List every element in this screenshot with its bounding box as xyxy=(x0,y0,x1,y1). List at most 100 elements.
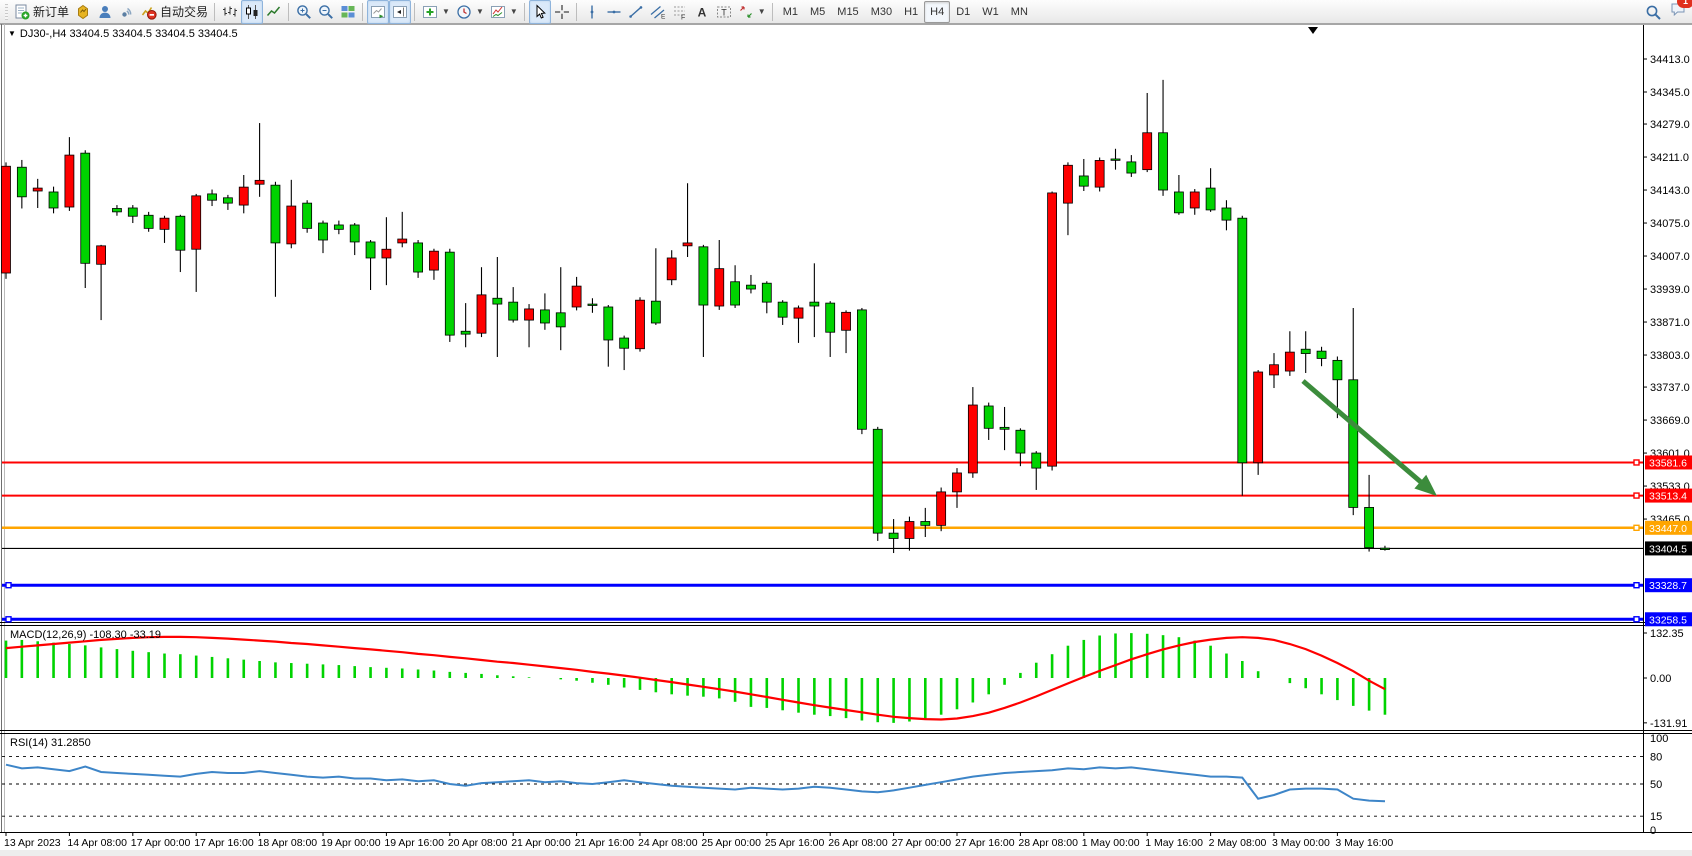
zoom-out-button[interactable] xyxy=(315,0,337,24)
timeframe-M5[interactable]: M5 xyxy=(810,5,826,18)
line-handle[interactable] xyxy=(1633,582,1640,589)
chat-button[interactable]: 1 xyxy=(1670,0,1692,22)
chart-candles-button[interactable] xyxy=(241,0,264,24)
candle xyxy=(1221,207,1232,221)
time-tick-label: 13 Apr 2023 xyxy=(4,837,61,849)
draw-label-button[interactable]: T xyxy=(713,0,735,24)
market-watch-button[interactable] xyxy=(72,0,94,24)
search-button[interactable] xyxy=(1642,0,1664,24)
line-handle[interactable] xyxy=(1633,492,1640,499)
timeframe-M1[interactable]: M1 xyxy=(782,5,798,18)
candle xyxy=(1015,429,1026,454)
cursor-icon xyxy=(536,3,546,19)
candle xyxy=(413,242,424,273)
draw-vline-icon xyxy=(590,5,594,18)
line-price-label-bg xyxy=(1645,612,1692,627)
bid-price-label: 33404.5 xyxy=(1649,543,1687,555)
support-line-blue-2[interactable]: 33258.5 xyxy=(2,612,1692,627)
chart-shift-marker[interactable] xyxy=(1308,27,1318,34)
price-tick-label: 34143.0 xyxy=(1650,185,1690,197)
draw-channel-button[interactable]: E xyxy=(647,0,669,24)
timeframe-M15[interactable]: M15 xyxy=(837,5,859,18)
candle xyxy=(381,248,392,259)
chevron-down-icon[interactable]: ▼ xyxy=(442,7,450,16)
indicators-button[interactable]: ▼ xyxy=(419,0,453,24)
price-tick-label: 33737.0 xyxy=(1650,382,1690,394)
line-handle[interactable] xyxy=(1633,459,1640,466)
line-price-label-bg xyxy=(1645,488,1692,503)
candle xyxy=(286,205,297,245)
macd-pane xyxy=(4,633,1387,723)
new-order-button[interactable]: 新订单 xyxy=(11,0,72,24)
price-axis[interactable]: 34413.0 34345.0 34279.0 34211.0 34143.0 34075… xyxy=(1643,54,1690,526)
price-tick-label: 33669.0 xyxy=(1650,415,1690,427)
timeframe-W1[interactable]: W1 xyxy=(982,5,999,18)
timeframe-H4[interactable]: H4 xyxy=(924,0,951,23)
draw-arrows-button[interactable]: ▼ xyxy=(735,0,769,24)
chart-shift-button[interactable] xyxy=(389,0,412,24)
draw-text-button[interactable]: A xyxy=(691,0,713,24)
candle xyxy=(967,404,978,474)
candles xyxy=(1,79,1390,554)
line-handle[interactable] xyxy=(1633,616,1640,623)
draw-hline-button[interactable] xyxy=(603,0,625,24)
timeframe-H1[interactable]: H1 xyxy=(904,5,919,18)
candle xyxy=(714,268,725,307)
autotrading-button[interactable]: 自动交易 xyxy=(138,0,211,24)
candle xyxy=(96,245,106,265)
time-axis[interactable]: 13 Apr 2023 14 Apr 08:00 17 Apr 00:00 17 Ap… xyxy=(4,832,1393,849)
chart-title-collapse-icon[interactable]: ▼ xyxy=(8,29,16,38)
toolbar-separator xyxy=(575,2,577,21)
timeframe-M30[interactable]: M30 xyxy=(870,5,893,18)
draw-vline-button[interactable] xyxy=(581,0,603,24)
candle xyxy=(1300,348,1311,354)
line-price-label: 33581.6 xyxy=(1649,457,1687,469)
candle xyxy=(1031,452,1042,469)
macd-axis[interactable]: 132.35 0.00 -131.91 xyxy=(1643,628,1687,730)
candle xyxy=(1174,191,1184,214)
rsi-tick-label: 50 xyxy=(1650,779,1662,791)
chart-line-button[interactable] xyxy=(263,0,285,24)
timeframe-MN[interactable]: MN xyxy=(1010,5,1028,18)
support-line-blue-1[interactable]: 33328.7 xyxy=(2,578,1692,593)
line-handle[interactable] xyxy=(5,616,12,623)
toolbar-separator xyxy=(414,2,416,21)
rsi-axis[interactable]: 100 80 50 15 0 xyxy=(1650,733,1668,837)
periods-button[interactable]: ▼ xyxy=(453,0,487,24)
zoom-in-button[interactable] xyxy=(293,0,315,24)
signals-button[interactable] xyxy=(116,0,138,24)
draw-fibonacci-button[interactable]: F xyxy=(669,0,691,24)
candle xyxy=(983,405,994,429)
cursor-button[interactable] xyxy=(528,0,551,24)
auto-scroll-button[interactable] xyxy=(367,0,390,24)
candle xyxy=(1126,161,1137,174)
time-tick-label: 17 Apr 16:00 xyxy=(194,837,254,849)
line-handle[interactable] xyxy=(1633,524,1640,531)
tile-windows-button[interactable] xyxy=(337,0,359,24)
chevron-down-icon[interactable]: ▼ xyxy=(509,7,518,16)
time-tick-label: 21 Apr 16:00 xyxy=(575,837,635,849)
draw-trendline-button[interactable] xyxy=(625,0,647,24)
timeframe-D1[interactable]: D1 xyxy=(956,5,971,18)
tile-windows-icon xyxy=(341,5,355,17)
market-watch-icon xyxy=(78,4,89,19)
templates-button[interactable]: ▼ xyxy=(487,0,521,24)
line-handle[interactable] xyxy=(5,582,12,589)
arrow-annotation[interactable] xyxy=(1301,379,1437,496)
chevron-down-icon[interactable]: ▼ xyxy=(757,7,766,16)
macd-signal-line xyxy=(5,635,1386,721)
crosshair-button[interactable] xyxy=(551,0,573,24)
chevron-down-icon[interactable]: ▼ xyxy=(475,7,484,16)
resistance-line-1[interactable]: 33581.6 xyxy=(2,455,1692,470)
time-tick-label: 20 Apr 08:00 xyxy=(448,837,508,849)
time-tick-label: 3 May 16:00 xyxy=(1335,837,1393,849)
candle xyxy=(730,281,740,306)
navigator-button[interactable] xyxy=(94,0,116,24)
search-icon xyxy=(1646,5,1661,20)
macd-tick-label: 0.00 xyxy=(1650,673,1671,685)
price-tick-label: 34211.0 xyxy=(1650,152,1689,164)
candle xyxy=(127,207,138,217)
candle xyxy=(1284,351,1295,372)
chart-bars-button[interactable] xyxy=(219,0,241,24)
